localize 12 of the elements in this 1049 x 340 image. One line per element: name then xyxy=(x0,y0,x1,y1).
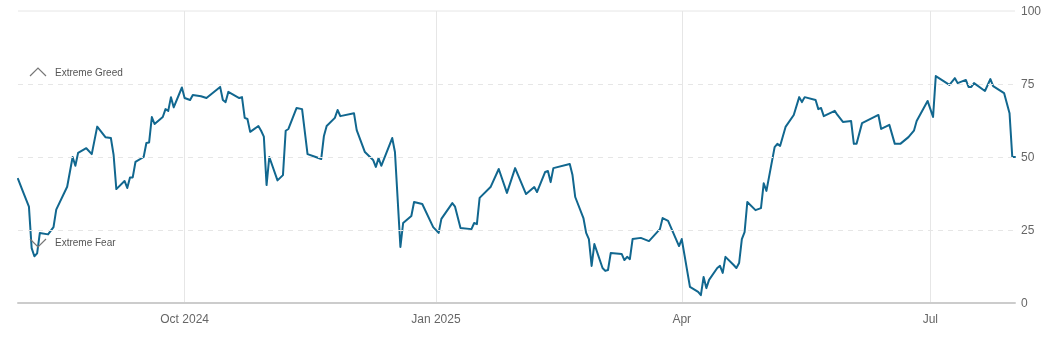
y-tick-label: 0 xyxy=(1021,296,1028,310)
y-tick-label: 50 xyxy=(1021,150,1035,164)
y-tick-label: 75 xyxy=(1021,77,1035,91)
x-tick-label: Oct 2024 xyxy=(160,312,210,326)
y-tick-label: 100 xyxy=(1021,4,1042,18)
y-tick-label: 25 xyxy=(1021,223,1035,237)
ref-line-label: Extreme Fear xyxy=(55,236,117,248)
x-tick-label: Jul xyxy=(922,312,938,326)
line-series xyxy=(17,75,1016,297)
ref-line-label: Extreme Greed xyxy=(55,66,123,78)
x-tick-label: Jan 2025 xyxy=(411,312,461,326)
x-tick-label: Apr xyxy=(672,312,692,326)
